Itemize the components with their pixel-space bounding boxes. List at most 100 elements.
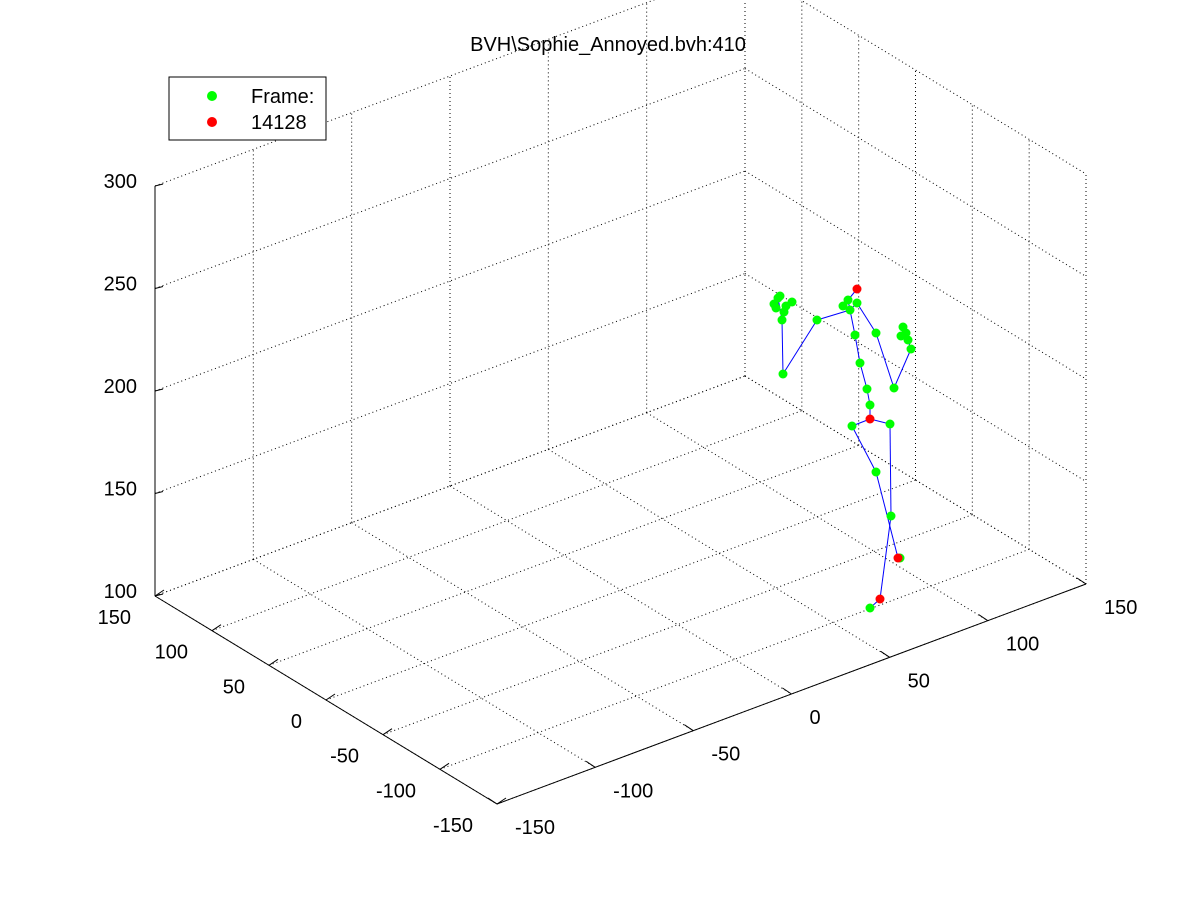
- joint-point-l_ankle: [893, 553, 903, 563]
- z-tick-label: 100: [104, 581, 137, 603]
- joint-point-r_shoulder: [812, 315, 822, 325]
- x-tick-label: -50: [711, 744, 740, 766]
- y-tick-label: 50: [223, 676, 245, 698]
- floor-grid-line: [439, 548, 1030, 770]
- joint-point-l_hand4: [903, 335, 913, 345]
- skeleton-bone: [893, 348, 912, 389]
- skeleton-bones: [777, 288, 912, 609]
- z-tick: [154, 183, 164, 187]
- joint-markers: [769, 284, 916, 613]
- joint-point-neck_r: [852, 298, 862, 308]
- y-tick-label: 150: [98, 607, 131, 629]
- floor-grid-line: [351, 522, 694, 732]
- joint-point-r_elbow: [778, 369, 788, 379]
- joint-point-spine2: [855, 358, 865, 368]
- skeleton-bone: [816, 309, 851, 321]
- x-tick-label: 150: [1104, 597, 1137, 619]
- y-tick-label: -100: [376, 780, 416, 802]
- y-tick-label: -50: [330, 746, 359, 768]
- x-tick-label: -150: [515, 817, 555, 839]
- skeleton-bone: [889, 423, 892, 517]
- skeleton-bone: [875, 332, 895, 389]
- skeleton-bone: [781, 319, 784, 375]
- joint-point-l_hand3: [896, 331, 906, 341]
- right-wall-grid-line: [744, 68, 1087, 277]
- x-tick-label: 100: [1006, 634, 1039, 656]
- x-tick-label: 0: [810, 707, 821, 729]
- x-tick: [585, 760, 596, 768]
- joint-point-l_wrist: [906, 344, 916, 354]
- joint-point-r_hand3: [775, 291, 785, 301]
- right-wall-grid-line: [744, 375, 1087, 585]
- joint-point-neck_c: [845, 305, 855, 315]
- legend: Frame: 14128: [168, 76, 327, 141]
- joint-point-r_hand5: [787, 297, 797, 307]
- skeleton-bone: [854, 334, 861, 364]
- y-tick-label: 0: [291, 711, 302, 733]
- right-wall-grid-line: [744, 170, 1087, 380]
- skeleton-bone: [851, 425, 877, 473]
- joint-point-r_hand6: [779, 307, 789, 317]
- joint-point-r_hand7: [771, 303, 781, 313]
- joint-point-l_hip: [885, 419, 895, 429]
- x-tick: [782, 687, 792, 695]
- z-tick: [154, 286, 164, 289]
- joint-point-neck_l: [838, 301, 848, 311]
- y-tick: [496, 797, 507, 805]
- z-tick-label: 150: [104, 479, 137, 501]
- floor-grid-line: [211, 410, 803, 632]
- y-tick: [154, 589, 165, 597]
- left-wall-grid-line: [154, 68, 746, 289]
- z-tick-label: 200: [104, 376, 137, 398]
- joint-point-hips: [865, 414, 875, 424]
- legend-label-frame: Frame:: [251, 86, 314, 108]
- left-wall-grid-line: [154, 170, 746, 392]
- skeleton-bone: [856, 302, 877, 334]
- floor-grid-line: [268, 444, 859, 666]
- joint-point-head_top: [852, 284, 862, 294]
- legend-marker-red: [207, 117, 217, 127]
- joint-point-r_toe: [865, 603, 875, 613]
- left-wall-grid-line: [154, 273, 746, 494]
- joint-point-l_shoulder: [871, 328, 881, 338]
- x-tick: [487, 797, 498, 805]
- z-tick-label: 300: [104, 171, 137, 193]
- right-wall-grid-line: [799, 0, 1087, 175]
- joint-point-l_knee: [886, 511, 896, 521]
- y-tick: [325, 693, 336, 701]
- axis-lines: [154, 183, 1087, 805]
- joint-point-r_ankle: [875, 594, 885, 604]
- skeleton-bone: [782, 319, 818, 375]
- floor-grid-line: [646, 412, 989, 622]
- legend-label-frame-number: 14128: [251, 112, 307, 134]
- y-tick: [268, 658, 279, 666]
- joint-point-spine1: [850, 330, 860, 340]
- legend-marker-green: [207, 91, 217, 101]
- left-wall-grid-line: [154, 0, 656, 187]
- skeleton-bone: [879, 515, 892, 600]
- x-tick: [978, 614, 989, 622]
- y-tick-label: -150: [433, 815, 473, 837]
- floor-grid-line: [548, 448, 890, 658]
- chart-title: BVH\Sophie_Annoyed.bvh:410: [470, 34, 746, 56]
- x-tick: [1076, 577, 1087, 585]
- z-tick: [154, 491, 164, 494]
- z-tick-label: 250: [104, 274, 137, 296]
- joint-point-r_knee: [871, 467, 881, 477]
- y-tick-label: 100: [155, 642, 188, 664]
- joint-point-r_hip: [847, 421, 857, 431]
- x-tick-label: -100: [613, 780, 653, 802]
- y-tick: [382, 728, 393, 736]
- joint-point-r_wrist: [777, 315, 787, 325]
- legend-box: [168, 76, 327, 141]
- floor-grid-line: [382, 514, 973, 736]
- left-wall-grid-line: [154, 375, 746, 597]
- y-tick: [439, 762, 450, 770]
- x-tick: [684, 724, 694, 732]
- floor-grid-line: [325, 479, 916, 701]
- joint-point-head: [843, 295, 853, 305]
- x-tick: [880, 650, 890, 658]
- floor-grid-line: [449, 485, 792, 695]
